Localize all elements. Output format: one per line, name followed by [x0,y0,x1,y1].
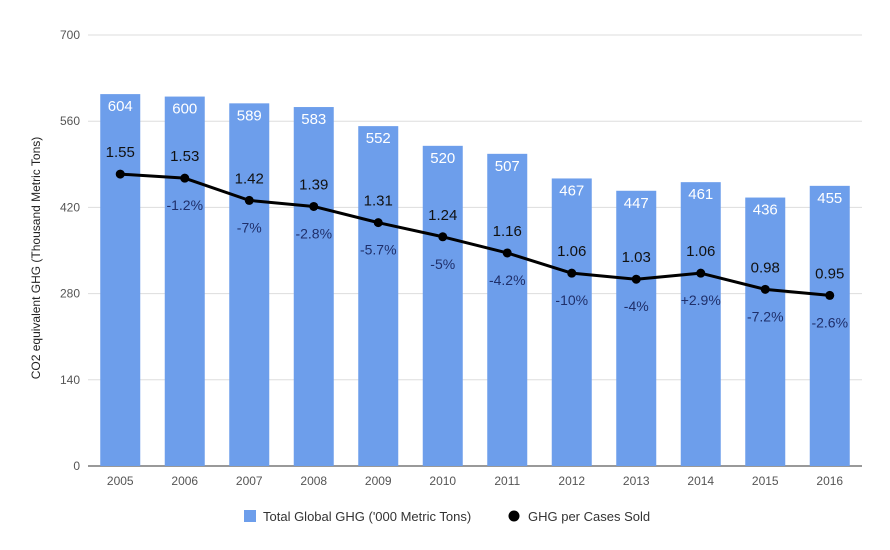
bar-value-label: 455 [817,190,842,207]
line-value-label: 1.16 [493,223,522,240]
line-value-label: 1.06 [686,243,715,260]
line-series [115,169,835,300]
x-tick-label: 2008 [300,474,327,488]
bar [358,126,399,466]
change-label: -7.2% [747,308,784,324]
bar [229,103,270,466]
bar-value-label: 467 [559,182,584,199]
y-tick-label: 560 [60,114,80,128]
line-point [760,284,770,294]
legend-line-swatch [508,510,520,522]
change-label: -4.2% [489,272,526,288]
change-label: -2.8% [295,225,332,241]
bar [100,94,141,466]
change-label: -1.2% [166,197,203,213]
line-value-label: 1.53 [170,148,199,165]
x-tick-label: 2010 [429,474,456,488]
line-point [115,169,125,179]
bar [745,197,786,466]
y-tick-label: 140 [60,373,80,387]
x-tick-label: 2006 [171,474,198,488]
line-value-label: 0.98 [751,259,780,276]
line-point [309,201,319,211]
line-value-label: 0.95 [815,265,844,282]
x-tick-label: 2009 [365,474,392,488]
line-point [244,195,254,205]
change-label: -7% [237,219,262,235]
change-label: -4% [624,298,649,314]
line-value-label: 1.42 [235,170,264,187]
bar [487,153,528,466]
x-tick-label: 2016 [816,474,843,488]
x-tick-label: 2005 [107,474,134,488]
change-label: -10% [555,292,588,308]
change-label: +2.9% [681,292,721,308]
bar-value-label: 447 [624,195,649,212]
y-tick-label: 280 [60,287,80,301]
change-label: -2.6% [811,314,848,330]
bar-value-label: 507 [495,158,520,175]
bar-value-label: 604 [108,98,133,115]
bar [293,107,334,466]
line-point [696,268,706,278]
bar-series [100,94,850,467]
bar-value-label: 552 [366,130,391,147]
line-point [373,218,383,228]
line-value-label: 1.31 [364,193,393,210]
bar [164,96,205,467]
line-value-label: 1.39 [299,176,328,193]
x-tick-label: 2012 [558,474,585,488]
line-value-label: 1.55 [106,144,135,161]
legend-bar-swatch [244,510,256,522]
y-tick-label: 0 [73,459,80,473]
legend-line-label[interactable]: GHG per Cases Sold [528,509,650,524]
bar [616,190,657,467]
x-tick-label: 2007 [236,474,263,488]
bar [551,178,592,466]
bar-value-label: 600 [172,101,197,118]
line-point [180,173,190,183]
change-label: -5% [430,256,455,272]
line-value-label: 1.03 [622,249,651,266]
line-point [502,248,512,258]
bar [680,182,721,467]
x-tick-label: 2011 [494,474,520,488]
data-labels: 604 600 589 583 552 520 507 467 447 461 436 455 1.55… [106,98,848,330]
line-point [631,274,641,284]
line-point [825,290,835,300]
axes: 0 140 280 420 560 700 2005 2006 2007 2008 2009 2010… [60,28,843,488]
bar-value-label: 583 [301,111,326,128]
legend[interactable]: Total Global GHG ('000 Metric Tons) GHG p… [244,509,650,524]
gridlines [88,34,862,467]
x-tick-label: 2013 [623,474,650,488]
bar-value-label: 520 [430,150,455,167]
line-point [567,268,577,278]
legend-bar-label[interactable]: Total Global GHG ('000 Metric Tons) [263,509,471,524]
bar [422,145,463,467]
y-axis-title: CO2 equivalent GHG (Thousand Metric Tons… [29,137,43,380]
x-tick-label: 2015 [752,474,779,488]
change-label: -5.7% [360,242,397,258]
bar [809,185,850,466]
y-tick-label: 420 [60,200,80,214]
line-value-label: 1.24 [428,207,457,224]
bar-value-label: 589 [237,107,262,124]
line-path [120,172,830,297]
y-tick-label: 700 [60,28,80,42]
x-tick-label: 2014 [687,474,714,488]
bar-value-label: 461 [688,186,713,203]
bar-value-label: 436 [753,202,778,219]
line-value-label: 1.06 [557,243,586,260]
line-point [438,232,448,242]
